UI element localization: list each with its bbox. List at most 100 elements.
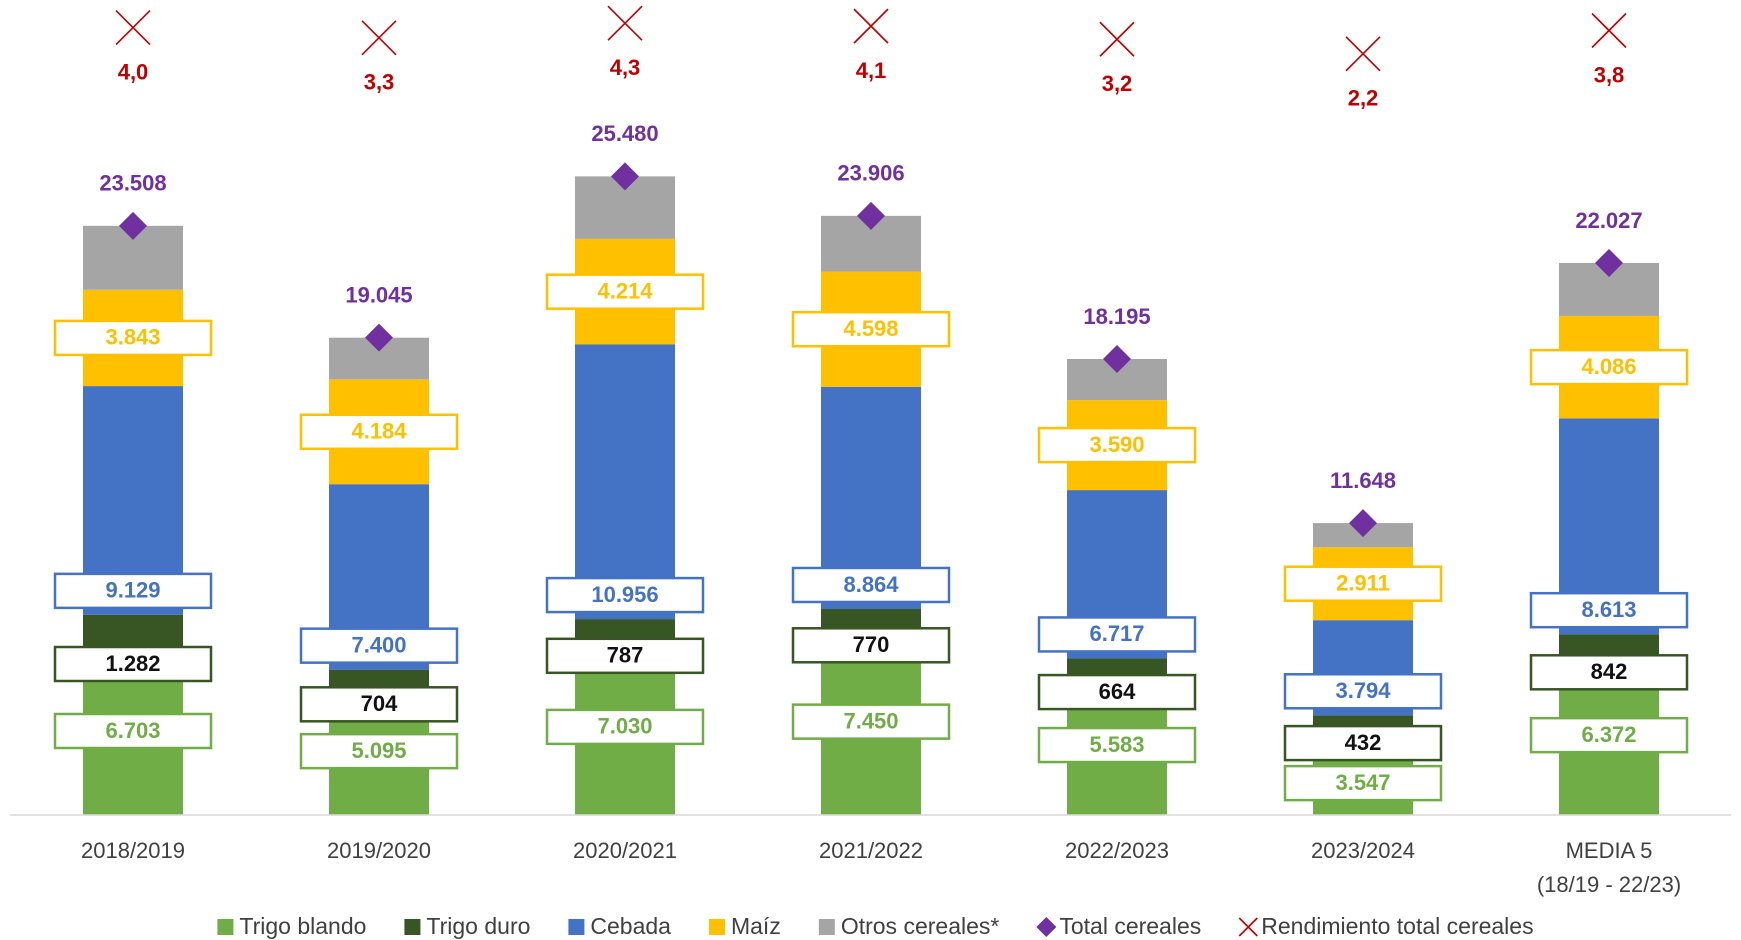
value-label: 6.703	[105, 718, 160, 743]
total-label: 11.648	[1330, 468, 1396, 493]
x-tick-label: 2021/2022	[819, 838, 923, 863]
bar-segment	[1067, 658, 1167, 676]
value-label-box	[1037, 673, 1197, 711]
value-label: 8.864	[843, 572, 899, 597]
value-label-box	[53, 712, 213, 750]
legend-swatch	[1036, 917, 1057, 937]
legend-label: Otros cereales*	[841, 913, 1000, 939]
yield-label: 3,8	[1594, 62, 1625, 87]
value-label: 664	[1099, 679, 1136, 704]
yield-marker	[115, 10, 151, 46]
legend-item: Otros cereales*	[818, 913, 1000, 939]
legend: Trigo blando Trigo duro Cebada Maíz Otros ce…	[217, 913, 1534, 939]
total-marker	[1103, 344, 1131, 373]
value-label: 7.030	[597, 714, 652, 739]
value-label: 787	[607, 643, 644, 668]
value-label: 10.956	[591, 582, 658, 607]
legend-label: Maíz	[731, 913, 781, 939]
legend-swatch	[404, 919, 421, 935]
value-label: 6.372	[1581, 722, 1636, 747]
value-label-box	[791, 310, 951, 348]
legend-label: Trigo duro	[426, 913, 530, 939]
value-label-box	[1037, 616, 1197, 653]
x-tick-label: 2022/2023	[1065, 838, 1169, 863]
value-label: 7.400	[351, 632, 406, 657]
value-label: 4.184	[351, 419, 407, 444]
value-label-box	[791, 566, 951, 604]
total-label: 22.027	[1575, 208, 1642, 233]
value-label-box	[545, 708, 705, 746]
value-label-box	[1529, 591, 1689, 629]
yield-marker	[1345, 36, 1381, 72]
legend-item: Trigo duro	[404, 913, 530, 939]
value-label-box	[791, 703, 951, 740]
value-label-box	[53, 572, 213, 610]
total-label: 19.045	[345, 282, 412, 307]
yield-label: 4,0	[118, 59, 149, 84]
value-label-box	[1037, 726, 1197, 764]
legend-label: Cebada	[590, 913, 671, 939]
legend-item: Rendimiento total cereales	[1238, 913, 1534, 939]
value-label-box	[1529, 654, 1689, 691]
x-tick-label: 2020/2021	[573, 838, 677, 863]
total-marker	[365, 323, 393, 352]
value-label-box	[545, 273, 705, 310]
value-label: 770	[853, 632, 890, 657]
value-label-box	[299, 627, 459, 664]
value-label-box	[1529, 348, 1689, 386]
value-label: 8.613	[1581, 597, 1636, 622]
legend-swatch	[568, 919, 585, 935]
value-label-box	[1283, 724, 1443, 762]
legend-swatch	[708, 919, 725, 935]
value-label-box	[1283, 764, 1443, 802]
value-label-box	[53, 645, 213, 683]
value-label-box	[1037, 426, 1197, 464]
x-tick-label: 2023/2024	[1311, 838, 1415, 863]
value-label-box	[1283, 673, 1443, 710]
bar-segment	[821, 608, 921, 629]
value-label: 4.214	[597, 279, 653, 304]
x-tick-label: 2018/2019	[81, 838, 185, 863]
bar-segment	[83, 614, 183, 648]
x-tick-label: 2019/2020	[327, 838, 431, 863]
legend-item: Cebada	[568, 913, 671, 939]
value-label: 842	[1591, 659, 1628, 684]
value-label-box	[1529, 716, 1689, 754]
yield-marker	[1591, 12, 1627, 49]
x-tick-label: MEDIA 5 (18/19 - 22/23)	[1536, 838, 1682, 897]
value-label: 9.129	[105, 578, 160, 603]
legend-label: Total cereales	[1059, 913, 1201, 939]
legend-label: Rendimiento total cereales	[1261, 913, 1533, 939]
value-label: 3.590	[1089, 432, 1144, 457]
bar-segment	[575, 344, 675, 620]
legend-label: Trigo blando	[239, 913, 366, 939]
yield-marker	[1099, 21, 1135, 57]
value-label: 3.794	[1335, 678, 1391, 703]
bar-segment	[575, 619, 675, 639]
value-label-box	[791, 627, 951, 664]
value-label-box	[545, 576, 705, 614]
yield-marker	[853, 8, 889, 44]
total-label: 23.906	[837, 161, 904, 186]
value-label: 4.086	[1581, 354, 1636, 379]
legend-item: Trigo blando	[217, 913, 366, 939]
total-label: 18.195	[1083, 304, 1150, 329]
value-label: 3.547	[1335, 770, 1390, 795]
yield-label: 4,1	[856, 58, 887, 83]
legend-swatch	[818, 919, 835, 935]
bar-segment	[329, 669, 429, 688]
value-label-box	[299, 413, 459, 451]
total-marker	[857, 201, 885, 230]
yield-marker	[607, 5, 643, 41]
value-label-box	[299, 686, 459, 723]
yield-label: 3,3	[364, 70, 395, 95]
legend-swatch	[1238, 917, 1258, 937]
total-label: 23.508	[99, 171, 166, 196]
value-label: 7.450	[843, 708, 898, 733]
legend-swatch	[217, 919, 234, 935]
bar-segment	[1313, 715, 1413, 727]
value-label: 5.583	[1089, 732, 1144, 757]
legend-item: Maíz	[708, 913, 781, 939]
